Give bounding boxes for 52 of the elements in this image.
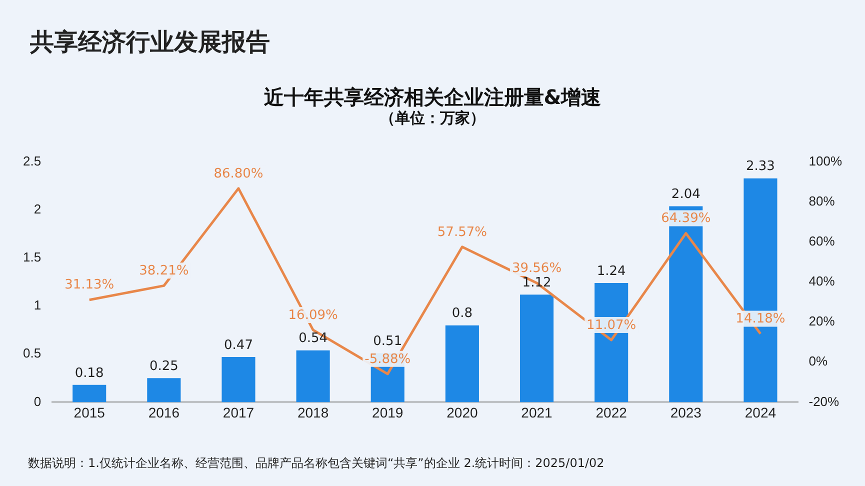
bar [445, 325, 479, 402]
data-label: 31.13% [64, 278, 114, 293]
data-label: 39.56% [512, 260, 562, 276]
text: 共享经济行业发展报告 [30, 27, 270, 58]
data-label: 2.33 [746, 159, 775, 174]
y-tick-label: 1.5 [22, 250, 42, 265]
y-tick-label: 1 [34, 298, 42, 313]
y2-tick-label: 40% [808, 274, 836, 289]
y-tick-label: 2 [34, 202, 42, 217]
data-label: 0.54 [298, 331, 328, 346]
data-label: -5.88% [364, 352, 411, 367]
bar [520, 294, 554, 402]
data-label: 57.57% [437, 224, 487, 240]
data-label: 64.39% [661, 211, 711, 226]
bar [222, 357, 256, 402]
bar [72, 384, 106, 402]
y2-tick-label: 20% [808, 314, 836, 329]
y-tick-label: 0 [34, 394, 42, 409]
data-label: 16.09% [288, 308, 338, 323]
data-label: 11.07% [586, 318, 636, 333]
data-label: 14.18% [736, 312, 786, 327]
x-tick-label: 2015 [74, 404, 106, 420]
y2-tick-label: 80% [808, 194, 836, 209]
x-tick-label: 2016 [148, 404, 180, 420]
y2-tick-label: 100% [808, 154, 842, 169]
y2-tick-label: 0% [808, 354, 828, 369]
x-tick-label: 2017 [222, 404, 254, 420]
y2-tick-label: -20% [808, 394, 840, 409]
data-label: 0.51 [373, 334, 402, 350]
x-tick-label: 2022 [596, 404, 628, 420]
chart-subtitle: （单位：万家） [379, 109, 486, 128]
data-label: 0.18 [74, 366, 104, 381]
data-label: 0.25 [149, 359, 178, 374]
x-tick-label: 2021 [521, 404, 553, 420]
x-tick-label: 2023 [670, 404, 702, 420]
data-label: 0.8 [452, 306, 473, 322]
text: 数据说明：1.仅统计企业名称、经营范围、品牌产品名称包含关键词“共享”的企业 2.统计时间：2025/01/02 [28, 455, 604, 472]
y-tick-label: 0.5 [22, 346, 42, 361]
x-tick-label: 2019 [372, 404, 404, 420]
chart-title: 近十年共享经济相关企业注册量&增速 [262, 84, 602, 110]
x-tick-label: 2018 [297, 404, 329, 420]
data-label: 38.21% [139, 264, 189, 279]
x-tick-label: 2020 [446, 404, 478, 420]
bar [147, 378, 181, 402]
x-tick-label: 2024 [744, 404, 776, 420]
data-label: 2.04 [671, 187, 700, 202]
y2-tick-label: 60% [808, 234, 836, 249]
data-label: 1.24 [596, 264, 626, 279]
data-label: 86.80% [214, 166, 264, 182]
y-tick-label: 2.5 [22, 154, 42, 169]
data-label: 0.47 [224, 338, 253, 353]
bar [296, 350, 330, 402]
